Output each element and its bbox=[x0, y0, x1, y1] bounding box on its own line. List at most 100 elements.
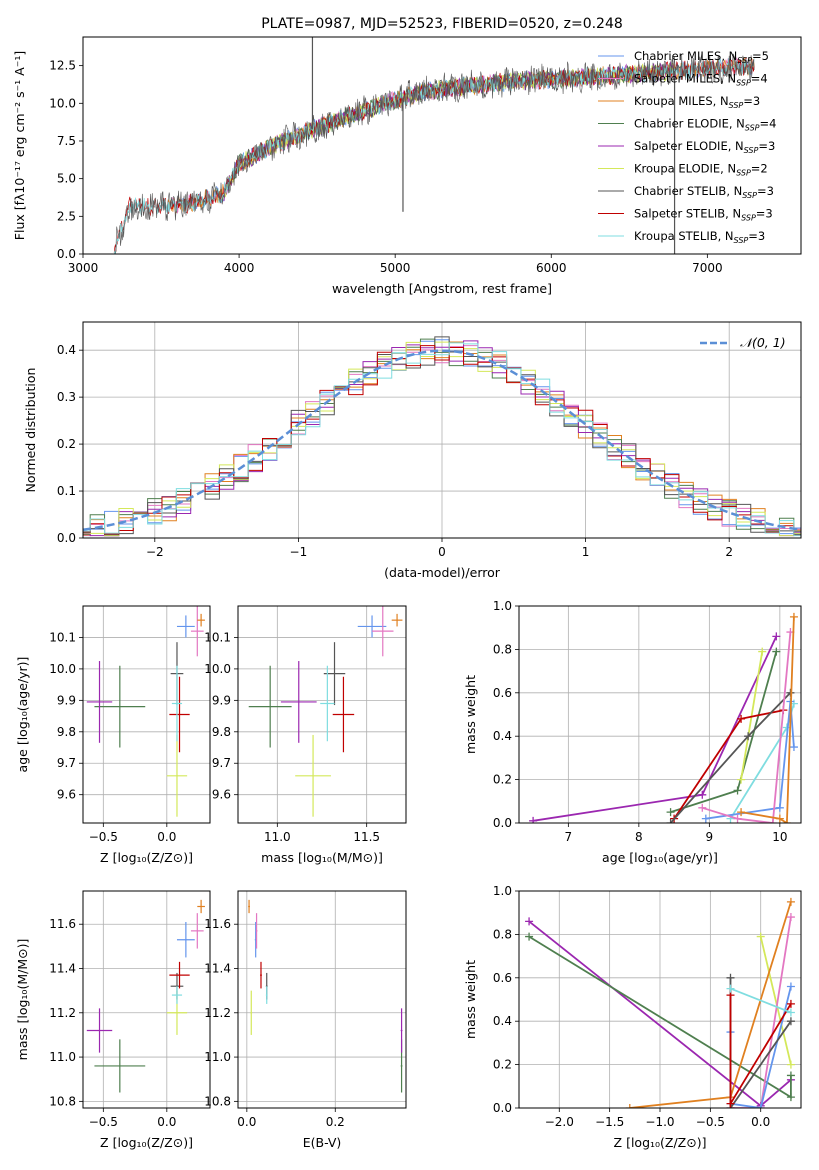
legend-text: Chabrier STELIB, N bbox=[634, 184, 742, 198]
weight-age-plot-area bbox=[519, 606, 801, 823]
age-mass-xtick-label: 11.5 bbox=[353, 830, 380, 844]
weight-Z-xtick-label: −0.5 bbox=[696, 1115, 725, 1129]
mass-ebv-frame bbox=[237, 890, 407, 1109]
age-Z-xtick-label: −0.5 bbox=[89, 830, 118, 844]
weight-marker bbox=[786, 999, 795, 1008]
weight-Z-ytick-label: 0.6 bbox=[493, 971, 512, 985]
weight-marker bbox=[782, 819, 791, 823]
residuals-ytick-label: 0.2 bbox=[57, 437, 76, 451]
legend-text: Salpeter ELODIE, N bbox=[634, 139, 744, 153]
spectrum-legend-entry: Kroupa STELIB, NSSP=3 bbox=[634, 229, 765, 245]
spectrum-legend-entry: Salpeter STELIB, NSSP=3 bbox=[634, 207, 773, 223]
mass-Z-ytick-label: 10.8 bbox=[49, 1094, 76, 1108]
mass-ebv-ytick-label: 11.6 bbox=[204, 917, 231, 931]
age-mass-plot-area bbox=[238, 606, 406, 823]
mass-Z-ytick-label: 11.6 bbox=[49, 917, 76, 931]
weight-marker bbox=[756, 1104, 765, 1108]
weight-age-frame bbox=[518, 605, 802, 824]
weight-marker bbox=[786, 1093, 795, 1102]
weight-line-kroupa-elodie bbox=[740, 651, 764, 780]
weight-line-salpeter-miles bbox=[730, 916, 792, 1108]
age-Z-xlabel: Z [log₁₀(Z/Z⊙)] bbox=[100, 850, 193, 865]
legend-n: =4 bbox=[751, 72, 768, 86]
residuals-plot-area bbox=[83, 322, 801, 538]
weight-line-chabrier-elodie bbox=[670, 651, 778, 813]
normal-reference-curve bbox=[83, 349, 801, 532]
age-Z-ytick-label: 10.1 bbox=[49, 630, 76, 644]
mass-ebv-xlabel: E(B-V) bbox=[303, 1135, 342, 1150]
age-mass-ytick-label: 10.0 bbox=[204, 662, 231, 676]
weight-marker bbox=[666, 819, 675, 823]
weight-age-xtick-label: 10 bbox=[772, 830, 787, 844]
age-mass-frame bbox=[237, 605, 407, 824]
weight-Z-panel: −2.0 −1.5 −1.0 −0.5 0.0 0.0 0.2 0.4 0.6 0.8 1.0 Z [… bbox=[463, 884, 802, 1150]
legend-sub: SSP bbox=[737, 56, 752, 65]
mass-Z-xtick-label: 0.0 bbox=[157, 1115, 176, 1129]
weight-marker bbox=[737, 714, 746, 723]
mass-Z-plot-area bbox=[83, 891, 210, 1108]
weight-age-ytick-label: 0.6 bbox=[493, 686, 512, 700]
mass-Z-ytick-label: 11.4 bbox=[49, 962, 76, 976]
age-Z-ytick-label: 9.7 bbox=[57, 756, 76, 770]
residuals-xtick-label: 2 bbox=[725, 545, 733, 559]
spectrum-ytick-label: 10.0 bbox=[49, 96, 76, 110]
weight-line-salpeter-stelib bbox=[673, 709, 784, 820]
weight-marker bbox=[698, 790, 707, 799]
weight-marker bbox=[701, 814, 710, 823]
spectrum-xtick-label: 6000 bbox=[536, 261, 567, 275]
residuals-xtick-label: 1 bbox=[582, 545, 590, 559]
legend-n: =3 bbox=[758, 139, 775, 153]
residuals-xlabel: (data-model)/error bbox=[384, 565, 501, 580]
weight-marker bbox=[737, 808, 746, 817]
residuals-ytick-label: 0.4 bbox=[57, 343, 76, 357]
legend-sub: SSP bbox=[744, 146, 759, 155]
weight-Z-ytick-label: 0.8 bbox=[493, 927, 512, 941]
weight-marker bbox=[726, 973, 735, 982]
spectrum-ytick-label: 7.5 bbox=[57, 134, 76, 148]
legend-text: Salpeter MILES, N bbox=[634, 72, 736, 86]
weight-age-xtick-label: 9 bbox=[706, 830, 714, 844]
age-Z-ytick-label: 9.8 bbox=[57, 725, 76, 739]
mass-Z-ytick-label: 11.2 bbox=[49, 1006, 76, 1020]
weight-age-xtick-label: 7 bbox=[565, 830, 573, 844]
legend-n: =3 bbox=[748, 229, 765, 243]
legend-sub: SSP bbox=[729, 101, 744, 110]
weight-marker bbox=[786, 1008, 795, 1017]
spectrum-ytick-label: 2.5 bbox=[57, 209, 76, 223]
weight-marker bbox=[666, 808, 675, 817]
weight-marker bbox=[775, 803, 784, 812]
weight-marker bbox=[786, 1071, 795, 1080]
spectrum-xlabel: wavelength [Angstrom, rest frame] bbox=[332, 281, 552, 296]
weight-line-chabrier-stelib bbox=[669, 692, 792, 823]
weight-line-kroupa-stelib bbox=[730, 987, 792, 1014]
spectrum-xtick-label: 4000 bbox=[224, 261, 255, 275]
weight-marker bbox=[525, 917, 534, 926]
weight-line-salpeter-miles bbox=[702, 631, 792, 823]
legend-sub: SSP bbox=[745, 124, 760, 133]
weight-Z-xtick-label: 0.0 bbox=[751, 1115, 770, 1129]
legend-text: Salpeter STELIB, N bbox=[634, 207, 741, 221]
mass-Z-xtick-label: −0.5 bbox=[89, 1115, 118, 1129]
residuals-ytick-label: 0.1 bbox=[57, 484, 76, 498]
mass-ebv-ytick-label: 10.8 bbox=[204, 1094, 231, 1108]
age-Z-frame bbox=[82, 605, 211, 824]
legend-sub: SSP bbox=[741, 214, 756, 223]
weight-marker bbox=[758, 647, 767, 656]
residuals-ytick-label: 0.3 bbox=[57, 390, 76, 404]
weight-marker bbox=[698, 803, 707, 812]
weight-marker bbox=[775, 814, 784, 823]
weight-age-panel: 7 8 9 10 0.0 0.2 0.4 0.6 0.8 1.0 age [log₁₀(age/yr… bbox=[463, 599, 802, 865]
histogram-kroupa-stelib bbox=[83, 342, 801, 537]
weight-age-ytick-label: 0.0 bbox=[493, 816, 512, 830]
legend-sub: SSP bbox=[736, 79, 751, 88]
weight-marker bbox=[756, 932, 765, 941]
weight-marker bbox=[744, 732, 753, 741]
legend-n: =3 bbox=[756, 207, 773, 221]
mass-ebv-xtick-label: 0.0 bbox=[237, 1115, 256, 1129]
spectrum-frame bbox=[82, 36, 802, 255]
spectrum-legend-entry: Kroupa MILES, NSSP=3 bbox=[634, 94, 760, 110]
spectrum-legend-entry: Chabrier MILES, NSSP=5 bbox=[634, 49, 769, 65]
weight-marker bbox=[625, 1104, 634, 1108]
weight-marker bbox=[786, 913, 795, 922]
spectrum-ytick-label: 0.0 bbox=[57, 247, 76, 261]
